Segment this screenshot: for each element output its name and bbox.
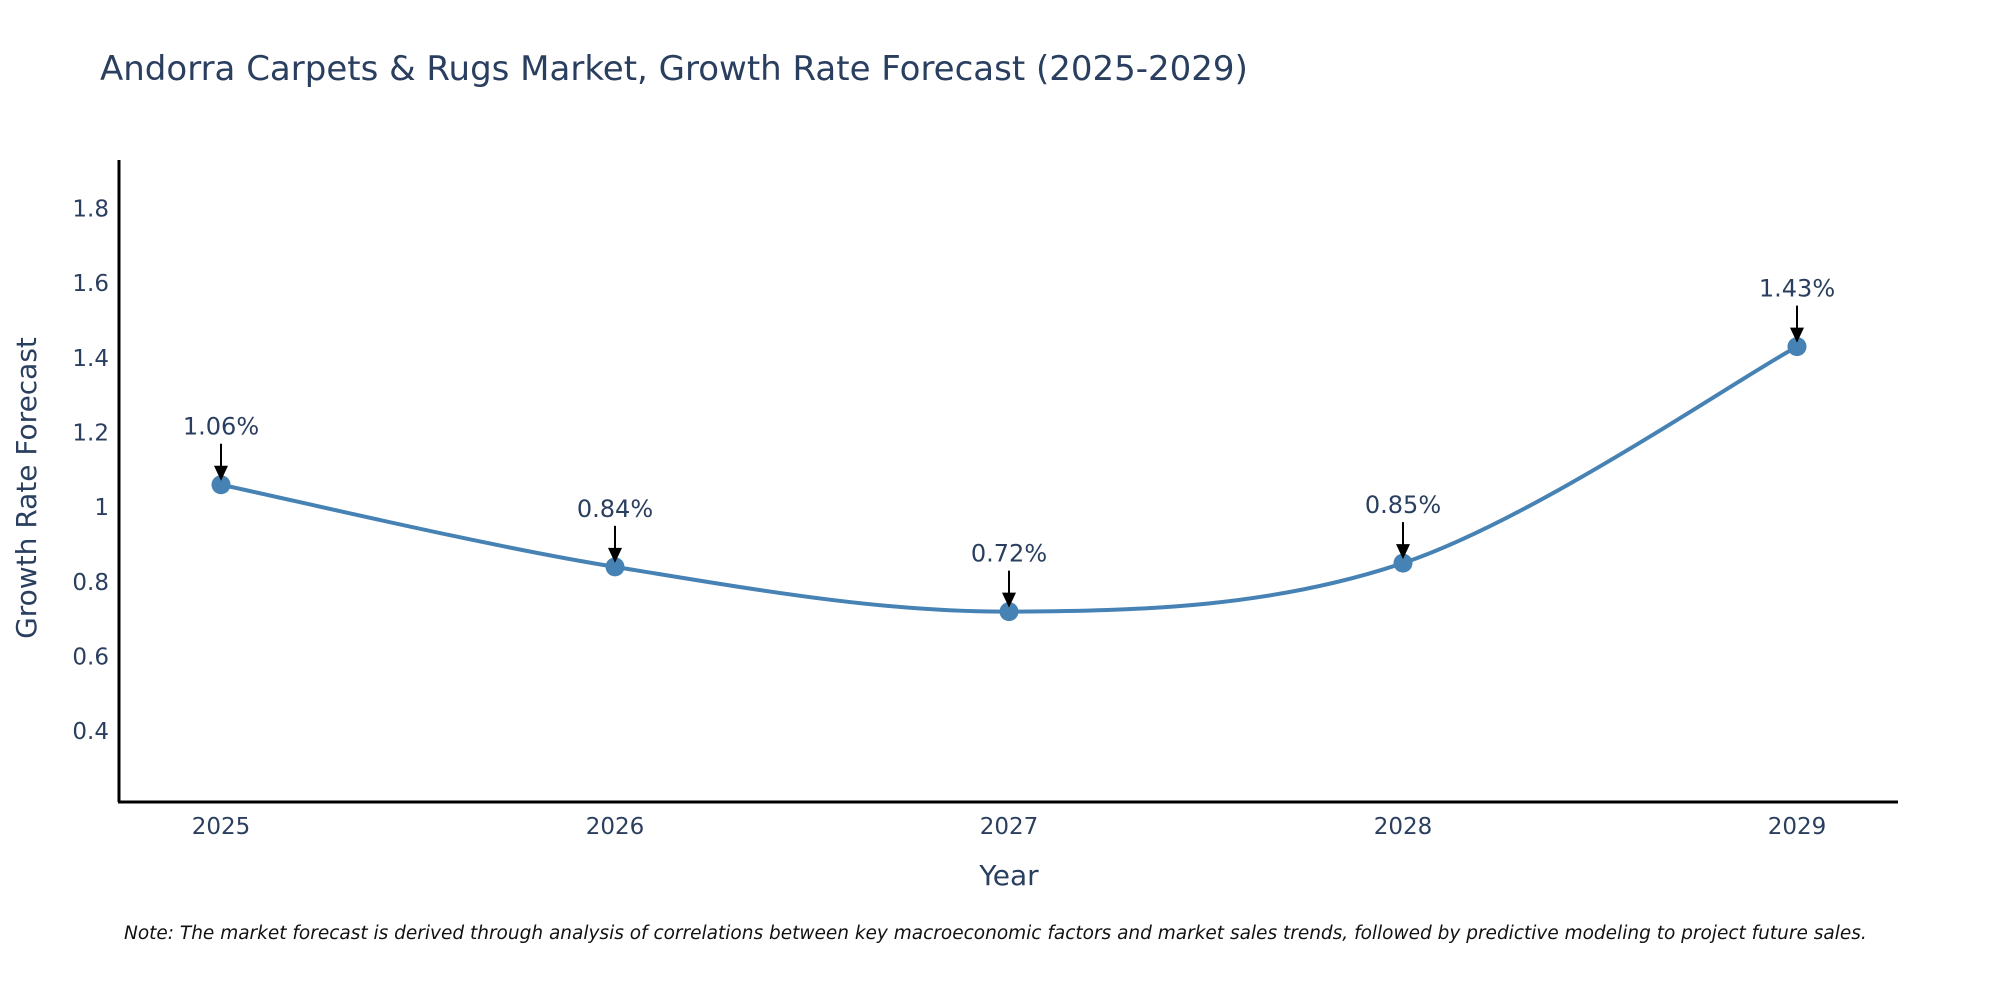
x-tick-label: 2028 <box>1374 814 1433 840</box>
data-points <box>211 337 1807 622</box>
footnote: Note: The market forecast is derived thr… <box>124 923 1867 944</box>
data-point-marker <box>999 602 1019 622</box>
data-point-marker <box>211 475 231 495</box>
data-label: 0.84% <box>577 495 653 523</box>
annotation-arrow-head <box>608 547 622 563</box>
data-label: 0.85% <box>1365 491 1441 519</box>
y-tick-label: 1.6 <box>72 271 109 297</box>
y-tick-label: 0.4 <box>72 719 109 745</box>
y-axis-ticks: 0.4 0.6 0.8 1 1.2 1.4 1.6 1.8 <box>72 197 109 746</box>
chart-title: Andorra Carpets & Rugs Market, Growth Ra… <box>100 49 1248 89</box>
x-axis-title: Year <box>978 859 1039 892</box>
y-tick-label: 1 <box>94 495 109 521</box>
data-label: 1.06% <box>183 413 259 441</box>
y-axis-title: Growth Rate Forecast <box>10 337 43 639</box>
data-label: 1.43% <box>1759 275 1835 303</box>
y-tick-label: 0.6 <box>72 644 109 670</box>
y-tick-label: 1.2 <box>72 420 109 446</box>
data-point-marker <box>605 557 625 577</box>
x-tick-label: 2027 <box>980 814 1039 840</box>
data-label: 0.72% <box>971 540 1047 568</box>
x-tick-label: 2029 <box>1768 814 1827 840</box>
x-tick-label: 2025 <box>192 814 251 840</box>
x-tick-label: 2026 <box>586 814 645 840</box>
x-axis-ticks: 2025 2026 2027 2028 2029 <box>192 814 1827 840</box>
data-point-marker <box>1393 553 1413 573</box>
annotation-arrow-head <box>1002 592 1016 608</box>
annotation-arrow-head <box>1396 544 1410 560</box>
y-tick-label: 1.8 <box>72 197 109 223</box>
y-tick-label: 0.8 <box>72 570 109 596</box>
y-tick-label: 1.4 <box>72 346 109 372</box>
data-point-marker <box>1787 337 1807 357</box>
annotation-arrow-head <box>214 465 228 481</box>
data-labels: 1.06% 0.84% 0.72% 0.85% 1.43% <box>183 275 1835 608</box>
annotation-arrow-head <box>1790 327 1804 343</box>
